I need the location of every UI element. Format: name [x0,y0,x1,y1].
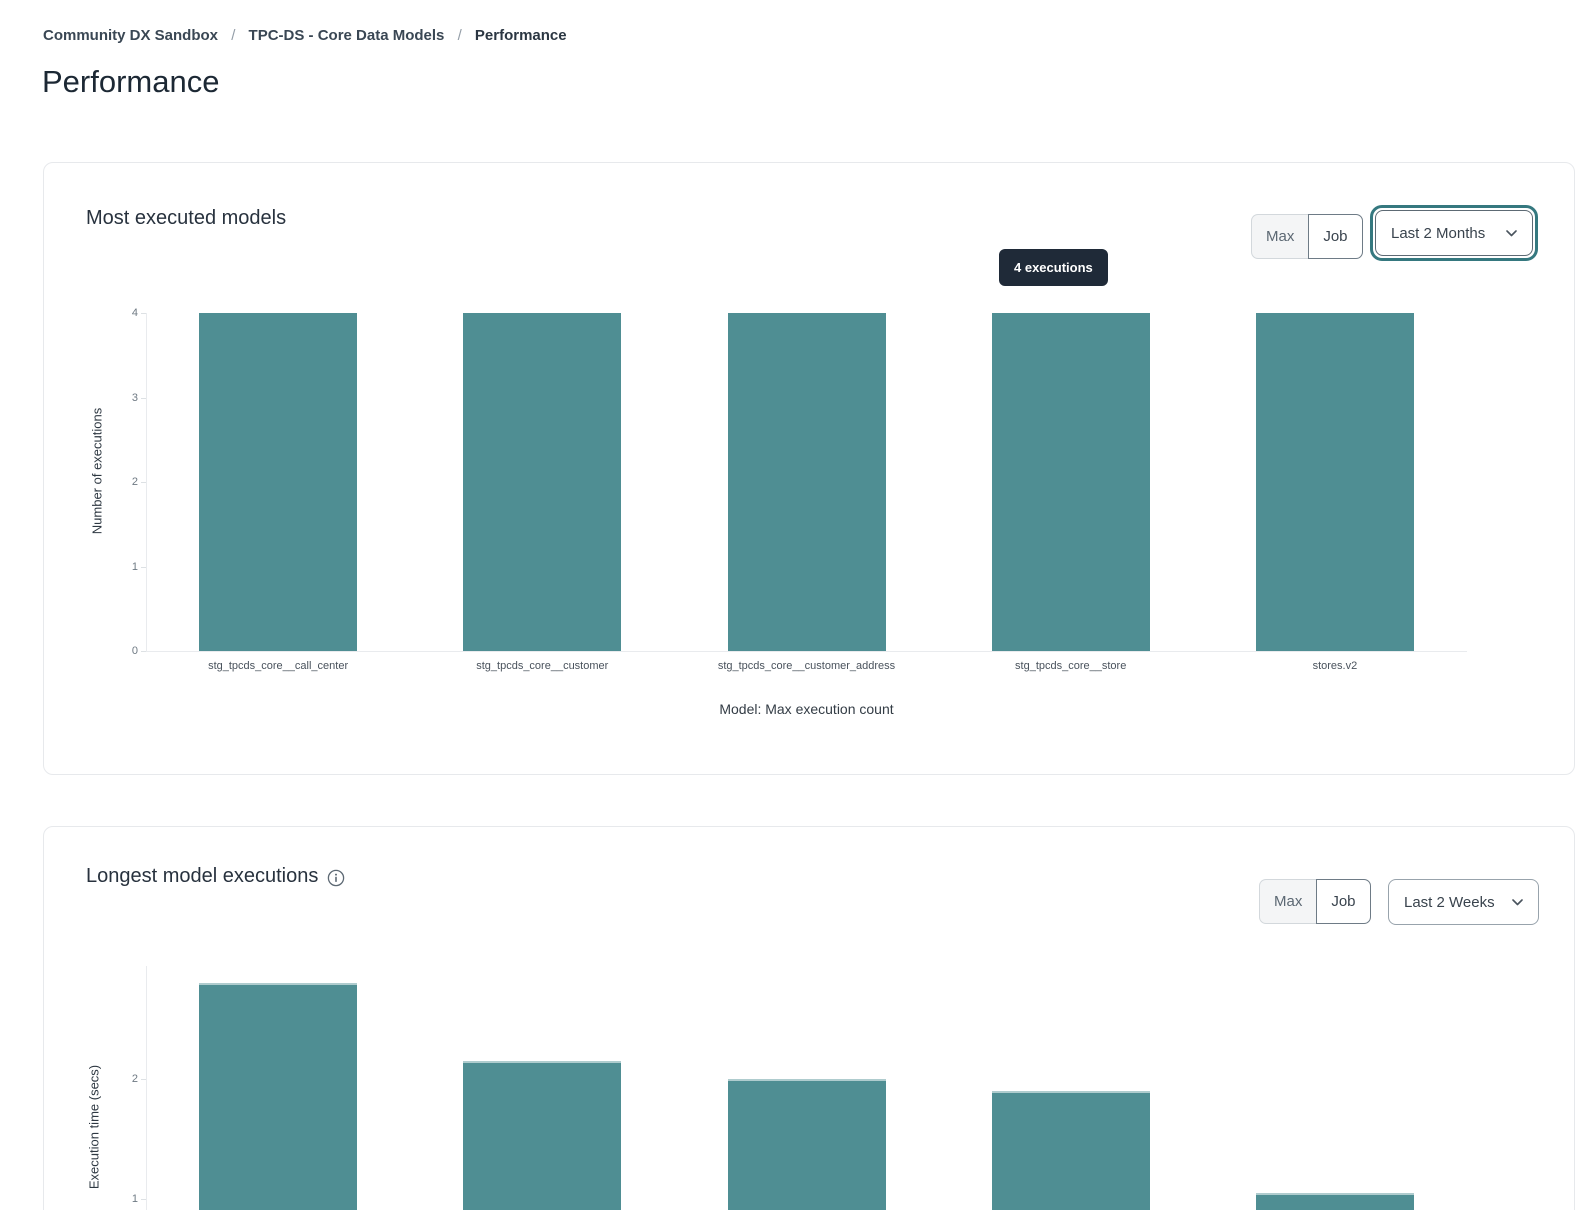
most-executed-models-chart: 0 1 2 3 4 stg_tpcds_core__call_center stg_tpcd… [44,163,1574,774]
job-toggle-button[interactable]: Job [1308,214,1363,259]
y-tick-label: 3 [131,391,138,404]
bar[interactable] [991,1091,1150,1210]
x-axis-line [146,651,1467,652]
chart-tooltip: 4 executions [999,249,1108,286]
bar[interactable] [727,313,886,651]
chevron-down-icon [1506,229,1517,236]
y-tick-label: 4 [131,307,138,319]
x-category-label: stg_tpcds_core__call_center [208,660,349,672]
timeframe-dropdown-focus-ring: Last 2 Months [1370,205,1538,261]
y-tick-label: 1 [131,560,138,573]
y-axis-line [146,313,147,651]
breadcrumb: Community DX Sandbox / TPC-DS - Core Dat… [43,27,567,44]
bar[interactable] [463,313,622,651]
y-tick-mark [141,566,146,568]
y-tick-mark [141,1079,146,1080]
timeframe-dropdown[interactable]: Last 2 Weeks [1388,879,1539,925]
max-job-toggle: Max Job [1251,214,1363,259]
page-title: Performance [42,64,220,99]
bar[interactable] [199,983,358,1210]
x-category-label: stores.v2 [1312,660,1358,672]
y-tick-label: 1 [131,1193,138,1205]
breadcrumb-separator: / [231,27,236,44]
timeframe-dropdown-value: Last 2 Weeks [1404,893,1495,911]
y-tick-mark [141,313,146,314]
bar[interactable] [1255,1193,1414,1210]
most-executed-models-card: Most executed models Max Job Last 2 Mont… [43,162,1575,775]
x-category-label: stg_tpcds_core__customer_address [717,660,896,672]
bar[interactable] [727,1079,886,1210]
bar[interactable] [199,313,358,651]
card-title-text: Longest model executions [86,865,319,887]
tooltip-text: 4 executions [1014,260,1093,275]
y-tick-mark [141,651,146,652]
breadcrumb-item-models[interactable]: TPC-DS - Core Data Models [248,27,445,44]
max-job-toggle: Max Job [1259,879,1371,924]
chevron-down-icon [1512,898,1523,905]
bar[interactable] [463,1061,622,1210]
timeframe-dropdown-value: Last 2 Months [1391,224,1486,242]
card-title-longest-executions: Longest model executions [86,865,345,888]
y-tick-label: 0 [131,645,138,657]
timeframe-dropdown[interactable]: Last 2 Months [1375,210,1533,256]
y-tick-label: 2 [131,1073,138,1085]
x-axis-title: Model: Max execution count [719,701,894,717]
breadcrumb-item-performance: Performance [474,27,567,44]
x-category-label: stg_tpcds_core__store [1015,660,1127,672]
x-category-label: stg_tpcds_core__customer [476,660,609,672]
info-icon[interactable] [327,869,345,887]
y-tick-mark [141,397,146,399]
y-tick-mark [141,1199,146,1200]
card-title-most-executed: Most executed models [86,207,286,230]
card-title-text: Most executed models [86,207,287,229]
job-toggle-button[interactable]: Job [1316,879,1371,924]
breadcrumb-separator: / [457,27,462,44]
breadcrumb-item-project[interactable]: Community DX Sandbox [43,27,219,44]
max-toggle-button[interactable]: Max [1259,879,1317,924]
y-tick-mark [141,482,146,483]
y-tick-label: 2 [131,476,138,488]
bar[interactable] [991,313,1150,651]
bar[interactable] [1255,313,1414,651]
y-axis-line [146,966,147,1210]
longest-model-executions-card: Longest model executions Max Job Last 2 … [43,826,1575,1210]
max-toggle-button[interactable]: Max [1251,214,1309,259]
